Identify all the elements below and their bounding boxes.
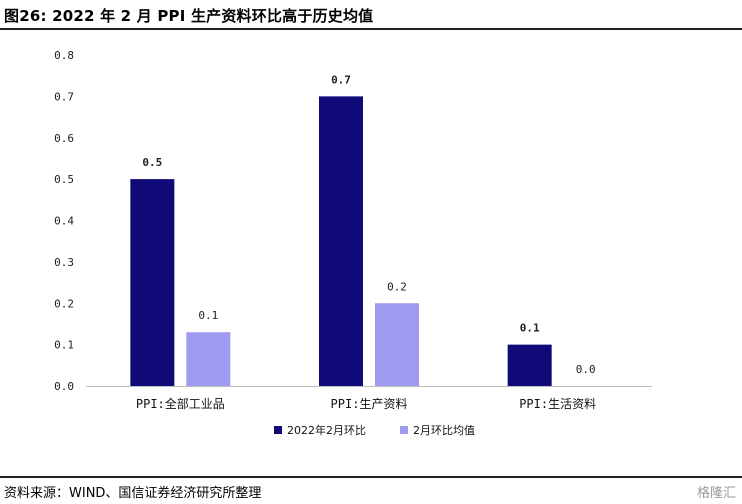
y-tick-label: 0.2 — [54, 297, 74, 310]
legend-label: 2月环比均值 — [413, 424, 475, 437]
data-label: 0.0 — [576, 363, 596, 376]
footer-divider — [0, 476, 742, 478]
data-label: 0.7 — [331, 73, 351, 86]
data-label: 0.5 — [142, 156, 162, 169]
bar-current — [319, 96, 363, 386]
y-tick-label: 0.0 — [54, 380, 74, 393]
y-tick-label: 0.6 — [54, 132, 74, 145]
y-tick-label: 0.3 — [54, 256, 74, 269]
x-category-label: PPI:全部工业品 — [136, 396, 225, 411]
bar-chart: 0.0 0.1 0.2 0.3 0.4 0.5 0.6 0.7 0.8 0.5 0.1 PPI:全部工… — [54, 49, 652, 437]
legend-swatch — [400, 426, 408, 434]
source-note: 资料来源：WIND、国信证券经济研究所整理 — [4, 486, 262, 501]
bar-average — [375, 303, 419, 386]
y-tick-label: 0.7 — [54, 90, 74, 103]
data-label: 0.1 — [520, 322, 540, 335]
bar-average — [186, 332, 231, 386]
legend-swatch — [274, 426, 282, 434]
title-divider — [0, 28, 742, 30]
bar-current — [507, 344, 552, 386]
bar-current — [130, 179, 175, 386]
x-category-label: PPI:生活资料 — [519, 397, 596, 411]
data-label: 0.2 — [387, 280, 407, 293]
data-label: 0.1 — [198, 309, 218, 322]
watermark-logo: 格隆汇 — [696, 486, 736, 501]
y-tick-label: 0.8 — [54, 49, 74, 62]
y-tick-label: 0.1 — [54, 339, 74, 352]
chart-title: 图26: 2022 年 2 月 PPI 生产资料环比高于历史均值 — [4, 7, 374, 25]
y-tick-label: 0.4 — [54, 215, 74, 228]
x-category-label: PPI:生产资料 — [331, 397, 408, 411]
y-tick-label: 0.5 — [54, 173, 74, 186]
legend-label: 2022年2月环比 — [287, 423, 366, 437]
